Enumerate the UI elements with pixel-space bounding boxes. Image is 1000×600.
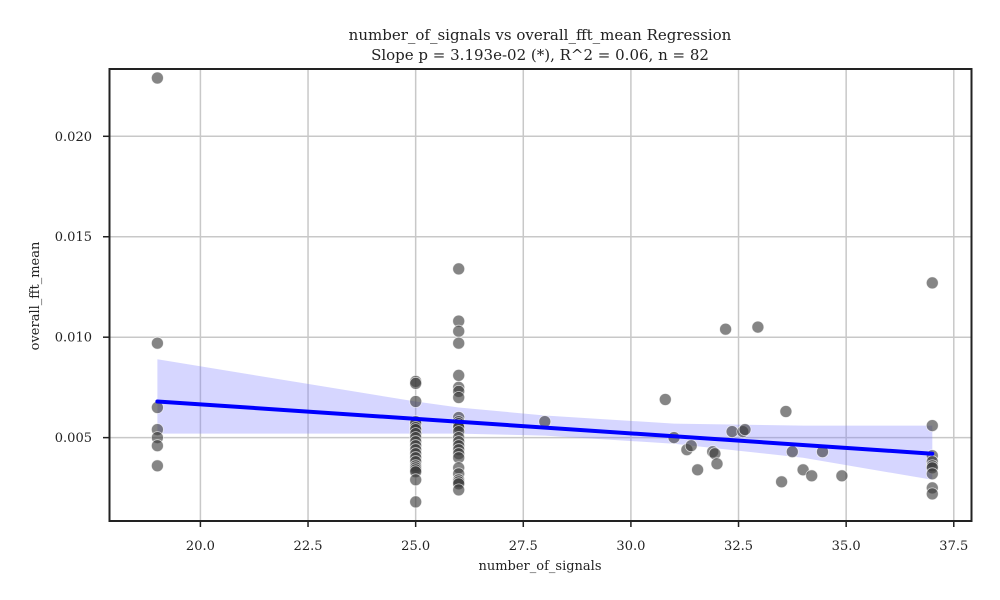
scatter-point bbox=[719, 322, 732, 336]
y-tick-label: 0.010 bbox=[55, 331, 92, 346]
x-tick-label: 20.0 bbox=[186, 539, 215, 554]
x-tick-label: 22.5 bbox=[294, 539, 323, 554]
scatter-point bbox=[738, 423, 752, 437]
scatter-point bbox=[925, 467, 939, 481]
scatter-point bbox=[691, 463, 704, 477]
y-axis-label: overall_fft_mean bbox=[28, 241, 43, 350]
y-tick-label: 0.020 bbox=[55, 130, 92, 145]
y-tick-label: 0.015 bbox=[55, 230, 92, 245]
x-tick-label: 25.0 bbox=[401, 539, 430, 554]
scatter-point bbox=[150, 459, 164, 473]
scatter-point bbox=[710, 457, 724, 471]
x-tick-label: 32.5 bbox=[724, 539, 753, 554]
scatter-point bbox=[452, 391, 466, 404]
y-tick-label: 0.005 bbox=[55, 431, 92, 446]
chart-title: number_of_signals vs overall_fft_mean Re… bbox=[349, 26, 732, 44]
scatter-point bbox=[452, 324, 466, 338]
scatter-point bbox=[925, 276, 939, 290]
scatter-point bbox=[805, 469, 819, 483]
scatter-points bbox=[150, 71, 939, 509]
x-axis-label: number_of_signals bbox=[478, 559, 601, 574]
x-tick-label: 27.5 bbox=[509, 539, 538, 554]
scatter-point bbox=[452, 483, 466, 497]
scatter-point bbox=[725, 425, 739, 439]
scatter-point bbox=[684, 439, 698, 453]
scatter-point bbox=[925, 419, 939, 433]
scatter-point bbox=[452, 262, 466, 276]
scatter-point bbox=[775, 475, 788, 489]
scatter-point bbox=[452, 336, 466, 350]
x-tick-label: 37.5 bbox=[939, 539, 968, 554]
chart-subtitle: Slope p = 3.193e-02 (*), R^2 = 0.06, n =… bbox=[371, 46, 709, 64]
scatter-point bbox=[751, 320, 765, 334]
x-tick-label: 30.0 bbox=[616, 539, 645, 554]
x-axis-ticks: 20.0 22.5 25.0 27.5 30.0 32.5 35.0 37.5 bbox=[186, 521, 968, 554]
scatter-point bbox=[785, 445, 799, 459]
scatter-point bbox=[779, 405, 793, 418]
scatter-point bbox=[452, 368, 466, 382]
scatter-point bbox=[150, 439, 164, 453]
scatter-point bbox=[835, 469, 849, 483]
scatter-point bbox=[409, 376, 423, 390]
scatter-point bbox=[409, 495, 423, 509]
scatter-point bbox=[409, 395, 423, 408]
x-tick-label: 35.0 bbox=[832, 539, 861, 554]
plot-frame bbox=[108, 68, 973, 522]
scatter-point bbox=[658, 393, 672, 406]
scatter-point bbox=[409, 473, 423, 487]
y-axis-ticks: 0.005 0.010 0.015 0.020 bbox=[55, 130, 109, 446]
scatter-point bbox=[925, 487, 939, 501]
regression-line bbox=[155, 399, 935, 456]
scatter-point bbox=[150, 71, 164, 85]
regression-line-layer bbox=[155, 399, 935, 456]
grid bbox=[110, 70, 971, 520]
scatter-point bbox=[150, 336, 164, 350]
